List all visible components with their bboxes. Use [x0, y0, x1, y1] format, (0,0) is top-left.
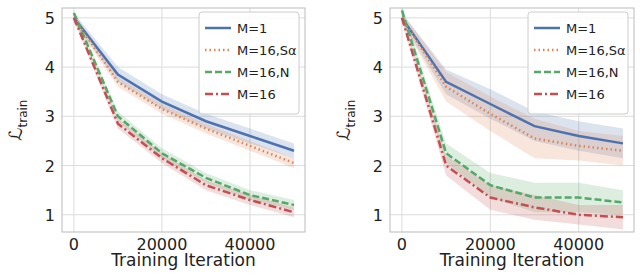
legend-swatch: [534, 49, 560, 52]
y-tick-label: 2: [373, 157, 383, 176]
legend-box: [199, 12, 299, 114]
figure: 1234502000040000Training Iterationℒtrain…: [0, 0, 640, 275]
legend-label: M=16,Sα: [237, 43, 297, 58]
y-axis-label-main: ℒ: [5, 127, 26, 140]
plot-frame: [390, 8, 634, 232]
legend-label: M=16: [566, 87, 605, 102]
legend-swatch: [534, 93, 560, 96]
x-tick-label: 0: [69, 235, 79, 254]
x-axis-label: Training Iteration: [439, 250, 585, 270]
y-tick-label: 5: [373, 9, 383, 28]
y-axis-label-sub: train: [344, 100, 358, 128]
y-tick-label: 4: [373, 58, 383, 77]
y-tick-label: 4: [45, 58, 55, 77]
legend-label: M=16,N: [237, 65, 290, 80]
legend-label: M=1: [566, 21, 596, 36]
legend: M=1 M=16,Sα M=16,N M=16: [199, 12, 299, 114]
plot-frame: [62, 8, 305, 232]
y-axis-label: ℒtrain: [333, 100, 358, 141]
legend: M=1 M=16,Sα M=16,N M=16: [528, 12, 628, 114]
y-axis-label: ℒtrain: [5, 100, 30, 141]
error-band: [402, 13, 623, 166]
legend-swatch: [205, 49, 231, 52]
grid-line: [62, 214, 305, 215]
legend-label: M=1: [237, 21, 267, 36]
y-tick-label: 2: [45, 157, 55, 176]
grid-line: [161, 8, 162, 232]
legend-swatch: [205, 71, 231, 74]
chart: 1234502000040000Training Iterationℒtrain…: [5, 8, 305, 270]
legend-label: M=16,Sα: [566, 43, 626, 58]
y-axis-label-main: ℒ: [333, 127, 354, 140]
legend-swatch: [534, 27, 560, 30]
legend-label: M=16,N: [566, 65, 619, 80]
chart: 1234502000040000Training Iterationℒtrain…: [333, 6, 634, 270]
y-axis-label-sub: train: [16, 100, 30, 128]
x-axis-label: Training Iteration: [110, 250, 256, 270]
legend-swatch: [205, 27, 231, 30]
grid-line: [390, 165, 634, 166]
y-tick-label: 5: [45, 9, 55, 28]
y-tick-label: 1: [373, 206, 383, 225]
x-tick-label: 0: [397, 235, 407, 254]
y-tick-label: 3: [45, 107, 55, 126]
y-tick-label: 1: [45, 206, 55, 225]
legend-swatch: [205, 93, 231, 96]
legend-box: [528, 12, 628, 114]
y-tick-label: 3: [373, 107, 383, 126]
grid-line: [73, 8, 74, 232]
grid-line: [401, 8, 402, 232]
legend-swatch: [534, 71, 560, 74]
legend-label: M=16: [237, 87, 276, 102]
